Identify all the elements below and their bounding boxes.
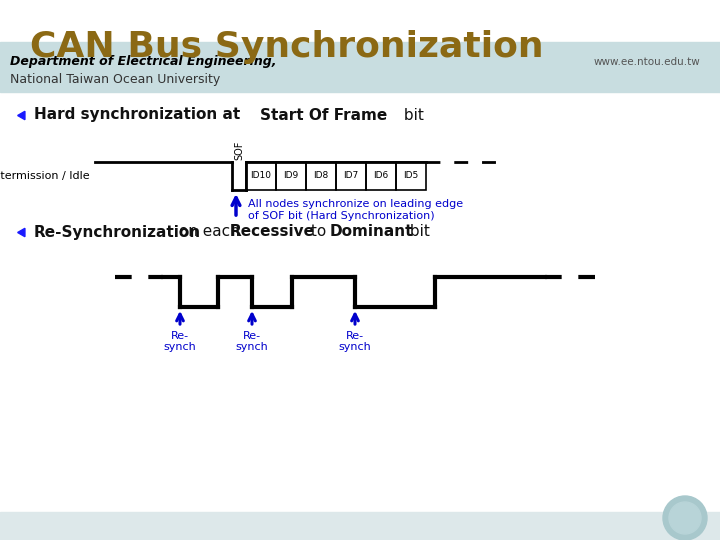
Text: ID7: ID7 [343,172,359,180]
Text: ID5: ID5 [403,172,418,180]
Bar [306,162,336,190]
Bar [366,162,396,190]
Text: synch: synch [235,342,269,352]
Text: Hard synchronization at: Hard synchronization at [34,107,246,123]
Text: Recessive: Recessive [230,225,315,240]
Text: Re-Synchronization: Re-Synchronization [34,225,201,240]
Text: Start Of Frame: Start Of Frame [260,107,387,123]
Text: bit: bit [399,107,424,123]
Text: Re-: Re- [346,331,364,341]
Text: ID10: ID10 [251,172,271,180]
Text: bit: bit [405,225,430,240]
Text: Re-: Re- [243,331,261,341]
Text: All nodes synchronize on leading edge: All nodes synchronize on leading edge [248,199,463,209]
Bar [0,512,720,540]
Text: www.ee.ntou.edu.tw: www.ee.ntou.edu.tw [593,57,700,67]
Text: ID8: ID8 [313,172,328,180]
Text: Department of Electrical Engineering,: Department of Electrical Engineering, [10,56,276,69]
Text: ID9: ID9 [284,172,299,180]
Text: synch: synch [163,342,197,352]
Text: of SOF bit (Hard Synchronization): of SOF bit (Hard Synchronization) [248,211,435,221]
Circle shape [663,496,707,540]
Text: Dominant: Dominant [330,225,413,240]
Text: on each: on each [174,225,245,240]
Bar [276,162,306,190]
Bar [246,162,276,190]
Text: CAN Bus Synchronization: CAN Bus Synchronization [30,30,544,64]
Text: to: to [306,225,331,240]
Text: synch: synch [338,342,372,352]
Text: ID6: ID6 [374,172,389,180]
Text: Intermission / Idle: Intermission / Idle [0,171,90,181]
Text: Re-: Re- [171,331,189,341]
Circle shape [669,502,701,534]
Text: SOF: SOF [234,140,244,160]
Bar [396,162,426,190]
Bar [0,42,720,92]
Bar [336,162,366,190]
Text: National Taiwan Ocean University: National Taiwan Ocean University [10,73,220,86]
